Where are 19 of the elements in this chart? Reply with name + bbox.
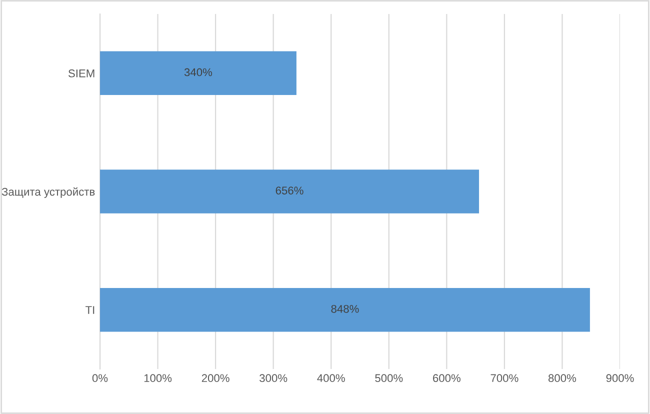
x-tick-label: 800%	[548, 374, 576, 382]
x-tick-label: 700%	[490, 374, 518, 382]
bar	[100, 288, 590, 332]
x-tick-label: 500%	[375, 374, 403, 382]
x-tick-label: 100%	[144, 374, 172, 382]
y-tick-label: SIEM	[68, 69, 94, 78]
bar	[100, 170, 480, 214]
x-tick-label: 900%	[606, 374, 634, 382]
x-tick-label: 200%	[202, 374, 230, 382]
data-label: 656%	[276, 186, 304, 194]
data-label: 340%	[184, 68, 212, 76]
y-tick-label: TI	[86, 306, 94, 314]
bar	[100, 51, 296, 96]
data-label: 848%	[331, 304, 359, 313]
y-tick-label: Защита устройств	[2, 187, 95, 198]
x-tick-label: 300%	[260, 374, 288, 382]
x-tick-label: 400%	[317, 374, 345, 382]
x-tick-label: 0%	[92, 374, 108, 382]
x-tick-label: 600%	[433, 374, 460, 382]
